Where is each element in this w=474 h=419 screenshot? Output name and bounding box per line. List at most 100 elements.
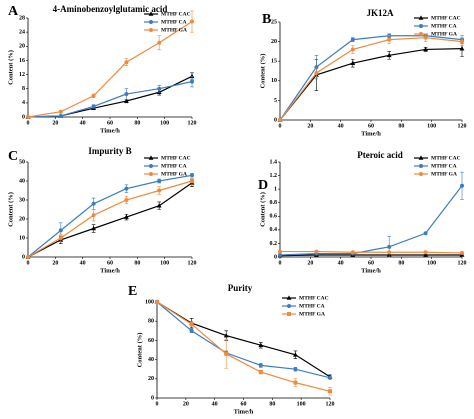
y-tick-label: 24 — [19, 30, 25, 36]
legend-label: MTHF GA — [431, 171, 457, 177]
y-tick-label: 40 — [148, 357, 154, 363]
x-tick-label: 100 — [160, 120, 169, 126]
y-tick-label: 4 — [22, 100, 25, 106]
y-tick-label: 15 — [271, 59, 277, 65]
legend-label: MTHF GA — [431, 31, 457, 37]
y-tick-label: 12 — [19, 72, 25, 78]
data-point — [157, 188, 162, 193]
data-point — [423, 231, 428, 236]
data-point — [224, 351, 229, 356]
y-axis-label: Content (%) — [259, 192, 266, 227]
x-tick-label: 0 — [27, 260, 30, 266]
data-point — [278, 118, 282, 122]
x-tick-label: 80 — [398, 260, 404, 266]
x-tick-label: 20 — [307, 260, 313, 266]
data-point — [314, 249, 319, 254]
series-line — [279, 254, 462, 257]
x-tick-label: 40 — [80, 260, 86, 266]
data-point — [350, 47, 355, 52]
series-line — [27, 75, 193, 118]
legend-label: MTHF CAC — [431, 155, 461, 161]
legend-label: MTHF CAC — [161, 155, 191, 161]
panel-label: B — [262, 12, 271, 27]
data-point — [189, 322, 194, 327]
y-tick-label: 1 — [274, 187, 277, 193]
data-point — [124, 214, 129, 219]
x-tick-label: 40 — [80, 120, 86, 126]
x-tick-label: 100 — [297, 401, 306, 407]
legend-label: MTHF GA — [299, 311, 325, 317]
y-tick-label: 30 — [19, 197, 25, 203]
x-tick-label: 0 — [156, 401, 159, 407]
series-line — [27, 81, 193, 118]
data-point — [190, 79, 194, 84]
data-point — [124, 92, 129, 97]
legend-marker — [148, 11, 154, 16]
x-axis-label: Time/h — [234, 408, 254, 415]
x-axis-label: Time/h — [361, 130, 381, 137]
y-tick-label: 0.4 — [270, 227, 278, 233]
data-point — [314, 65, 319, 70]
data-point — [460, 183, 464, 188]
series-line — [27, 180, 193, 258]
x-axis-label: Time/h — [100, 267, 120, 274]
data-point — [258, 342, 264, 347]
x-tick-label: 40 — [338, 123, 344, 129]
legend-label: MTHF CA — [161, 163, 187, 169]
legend-marker — [419, 32, 423, 36]
data-point — [328, 375, 332, 380]
legend-marker — [418, 15, 424, 20]
y-tick-label: 16 — [19, 58, 25, 64]
x-tick-label: 60 — [107, 260, 113, 266]
y-tick-label: 10 — [271, 78, 277, 84]
x-tick-label: 20 — [52, 120, 58, 126]
x-tick-label: 0 — [279, 123, 282, 129]
x-tick-label: 80 — [398, 123, 404, 129]
legend-label: MTHF CAC — [431, 15, 461, 21]
y-tick-label: 20 — [148, 376, 154, 382]
data-point — [156, 203, 162, 208]
data-point — [387, 244, 392, 249]
y-tick-label: 0 — [22, 254, 25, 260]
series-line — [279, 185, 463, 256]
data-point — [124, 60, 129, 65]
y-tick-label: 5 — [274, 98, 277, 104]
chart-title: JK12A — [367, 8, 395, 18]
y-tick-label: 0 — [274, 254, 277, 260]
data-point — [423, 35, 428, 40]
y-tick-label: 20 — [271, 39, 277, 45]
series-line — [279, 35, 463, 121]
x-tick-label: 0 — [27, 120, 30, 126]
data-point — [423, 252, 428, 257]
legend-label: MTHF CAC — [161, 11, 191, 17]
data-point — [293, 352, 298, 357]
chart-title: Purity — [228, 283, 253, 293]
legend-label: MTHF CA — [431, 163, 457, 169]
x-tick-label: 20 — [52, 260, 58, 266]
panel-label: C — [8, 149, 18, 164]
y-tick-label: 8 — [22, 86, 25, 92]
data-point — [460, 250, 464, 255]
data-point — [459, 46, 465, 51]
y-tick-label: 0 — [22, 114, 25, 120]
y-tick-label: 0.6 — [270, 214, 278, 220]
legend-marker — [287, 304, 291, 308]
chart-title: 4-Aminobenzoylglutamic acid — [53, 4, 168, 14]
y-tick-label: 60 — [148, 338, 154, 344]
data-point — [124, 186, 129, 191]
series-line — [27, 21, 193, 118]
y-tick-label: 0 — [151, 395, 154, 401]
legend-label: MTHF GA — [161, 171, 187, 177]
data-point — [190, 179, 194, 183]
y-axis-label: Content (%) — [136, 333, 143, 368]
legend-marker — [419, 172, 423, 176]
x-tick-label: 120 — [188, 120, 197, 126]
y-tick-label: 10 — [19, 235, 25, 241]
x-axis-label: Time/h — [100, 127, 120, 134]
data-point — [258, 370, 263, 375]
data-point — [387, 37, 392, 42]
data-point — [258, 363, 263, 368]
series-line — [27, 174, 193, 258]
data-point — [190, 19, 194, 24]
data-point — [189, 73, 195, 79]
